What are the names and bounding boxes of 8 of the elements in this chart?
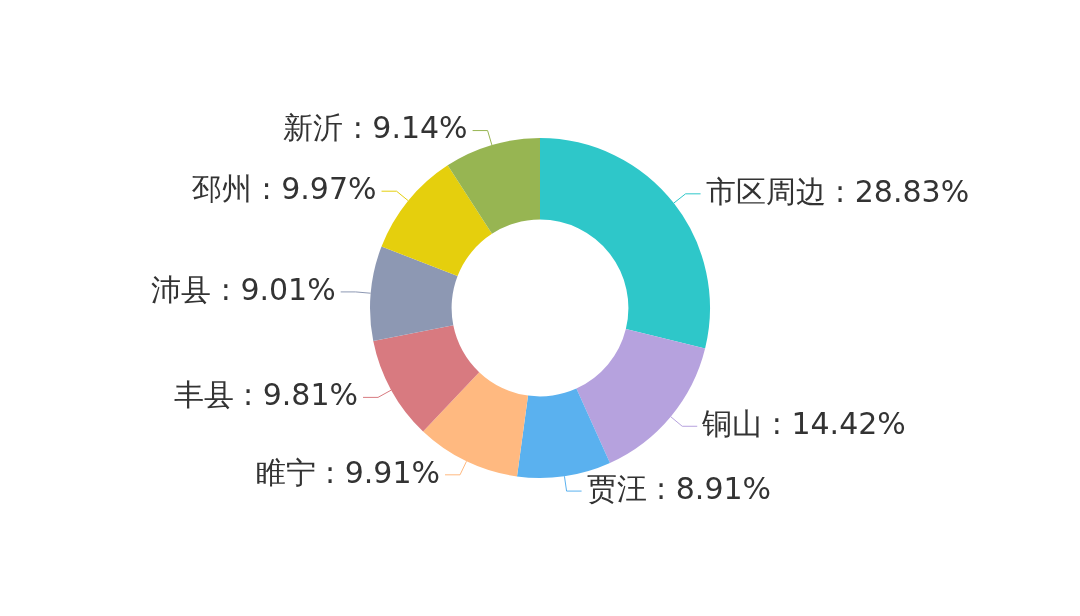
slice-label: 铜山 : 14.42%: [701, 406, 906, 442]
slice-label: 睢宁 : 9.91%: [255, 454, 441, 490]
slice-label: 沛县 : 9.01%: [151, 271, 336, 307]
slice-label: 市区周边 : 28.83%: [705, 173, 970, 209]
slice-label: 新沂 : 9.14%: [283, 110, 468, 146]
slice-label: 贾汪 : 8.91%: [586, 470, 772, 506]
slice-label: 邳州 : 9.97%: [192, 171, 377, 206]
slice-label: 丰县 : 9.81%: [173, 377, 359, 413]
